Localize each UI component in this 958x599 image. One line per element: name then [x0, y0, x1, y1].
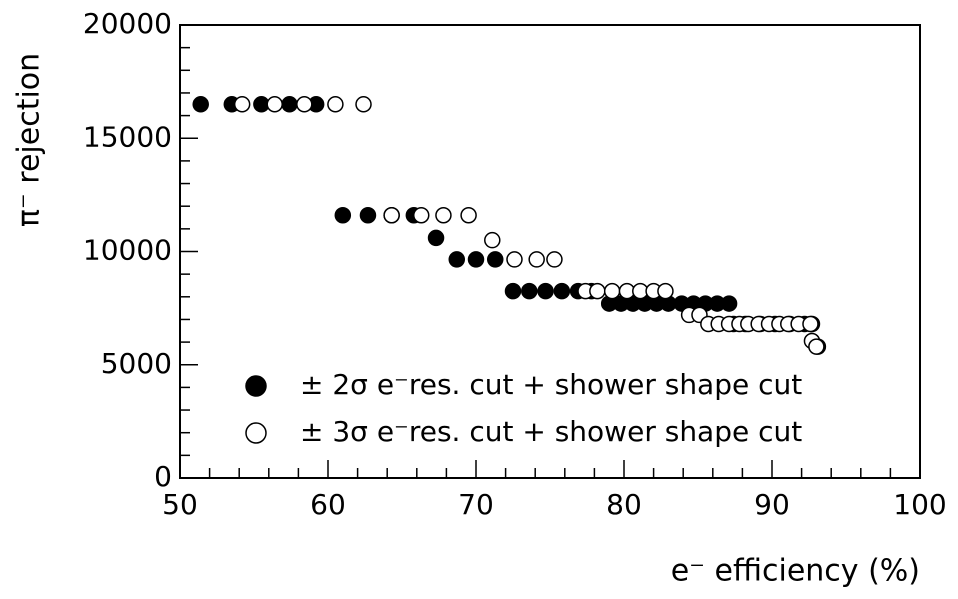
legend-marker [245, 375, 267, 397]
x-axis-label: e⁻ efficiency (%) [671, 554, 920, 589]
open-point [355, 96, 372, 113]
open-point [589, 282, 606, 300]
open-point [657, 282, 674, 300]
filled-point [486, 251, 504, 268]
y-axis-label: π⁻ rejection [12, 53, 47, 227]
plot-frame [179, 24, 921, 479]
x-tick-label: 80 [606, 488, 642, 521]
open-point [435, 207, 452, 224]
y-tick-label: 5000 [101, 347, 172, 380]
open-point [412, 207, 430, 224]
x-tick-label: 100 [893, 488, 946, 521]
filled-point [334, 207, 352, 224]
filled-point [537, 282, 554, 300]
filled-point [281, 96, 298, 113]
x-tick-label: 90 [754, 488, 790, 521]
y-tick-label: 10000 [83, 234, 172, 267]
filled-point [504, 282, 522, 300]
open-point [802, 315, 819, 333]
filled-point [427, 229, 445, 247]
filled-point [359, 207, 377, 224]
open-point [327, 96, 344, 113]
open-point [546, 251, 563, 268]
open-point [460, 207, 477, 224]
open-point [296, 96, 313, 113]
open-point [506, 251, 523, 268]
open-point [233, 96, 251, 113]
x-tick-label: 70 [458, 488, 494, 521]
open-point [383, 207, 400, 224]
legend-label: ± 3σ e⁻res. cut + shower shape cut [300, 415, 802, 448]
y-tick-label: 20000 [83, 7, 172, 40]
x-tick-label: 50 [162, 488, 198, 521]
open-point [528, 251, 545, 268]
filled-point [467, 251, 485, 268]
open-point [266, 96, 283, 113]
open-point [603, 282, 621, 300]
x-tick-label: 60 [310, 488, 346, 521]
y-tick-label: 15000 [83, 120, 172, 153]
filled-point [448, 251, 466, 268]
filled-point [720, 295, 738, 312]
legend-label: ± 2σ e⁻res. cut + shower shape cut [300, 368, 802, 401]
filled-point [192, 96, 209, 113]
open-point [484, 231, 501, 249]
y-tick-label: 0 [154, 460, 172, 493]
filled-point [521, 282, 538, 300]
open-point [808, 338, 825, 355]
filled-point [553, 282, 571, 300]
legend-marker [245, 422, 267, 444]
